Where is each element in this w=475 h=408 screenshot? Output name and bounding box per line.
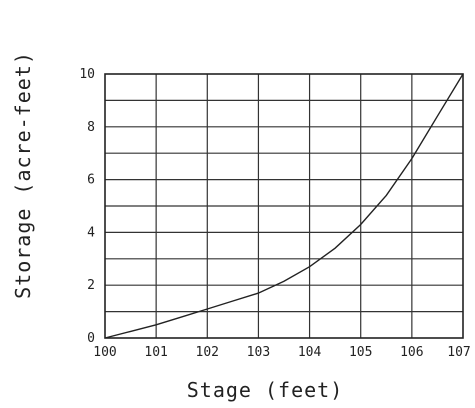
x-tick-label: 100 <box>93 345 116 360</box>
y-tick-label: 4 <box>87 225 95 240</box>
y-tick-label: 2 <box>87 278 95 293</box>
y-axis-title: Storage (acre-feet) <box>11 51 35 299</box>
storage-curve <box>104 73 464 339</box>
x-axis-title: Stage (feet) <box>187 378 344 402</box>
x-tick-label: 105 <box>349 345 372 360</box>
x-tick-labels: 100 101 102 103 104 105 106 107 <box>93 345 470 360</box>
x-tick-label: 104 <box>298 345 322 360</box>
x-tick-label: 107 <box>447 345 470 360</box>
y-tick-labels: 0 2 4 6 8 10 <box>79 67 95 346</box>
y-tick-label: 8 <box>87 120 95 135</box>
y-tick-label: 0 <box>87 331 95 346</box>
x-tick-label: 101 <box>144 345 167 360</box>
x-tick-label: 103 <box>247 345 270 360</box>
x-tick-label: 102 <box>196 345 219 360</box>
plot-frame <box>104 73 464 339</box>
x-tick-label: 106 <box>400 345 423 360</box>
chart-grid <box>105 74 463 338</box>
y-tick-label: 10 <box>79 67 95 82</box>
y-tick-label: 6 <box>87 173 95 188</box>
